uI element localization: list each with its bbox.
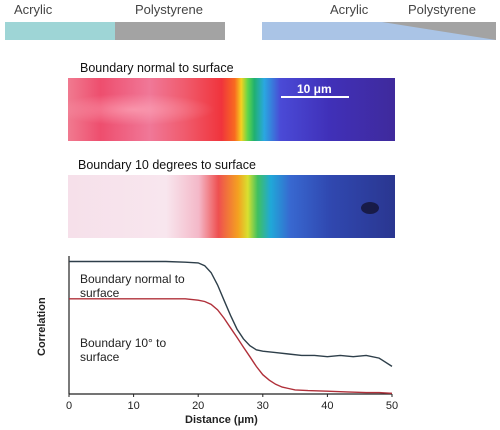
acrylic-right-label: Acrylic — [330, 2, 369, 17]
annotation-10deg: Boundary 10° to surface — [80, 336, 167, 364]
annotation-normal: Boundary normal to surface — [80, 272, 185, 300]
spectral-image-normal — [68, 78, 395, 141]
scale-bar-label: 10 μm — [297, 82, 332, 96]
gradient-boundary-bar — [262, 22, 496, 40]
top-image-label: Boundary normal to surface — [80, 61, 234, 75]
x-tick-label: 20 — [192, 400, 204, 412]
dark-spot — [361, 202, 379, 214]
polystyrene-bar-left — [115, 22, 225, 40]
spectral-image-10deg — [68, 175, 395, 238]
series-line-1 — [69, 298, 393, 394]
x-tick-label: 0 — [66, 400, 72, 412]
acrylic-bar-left — [5, 22, 115, 40]
x-tick-label: 30 — [257, 400, 269, 412]
bottom-image-label: Boundary 10 degrees to surface — [78, 158, 256, 172]
series-line-0 — [69, 260, 393, 367]
x-tick-label: 40 — [321, 400, 333, 412]
polystyrene-left-label: Polystyrene — [135, 2, 203, 17]
x-tick-label: 50 — [386, 400, 398, 412]
polystyrene-wedge — [382, 22, 496, 40]
x-axis-label: Distance (μm) — [185, 414, 258, 426]
polystyrene-right-label: Polystyrene — [408, 2, 476, 17]
x-tick-label: 10 — [127, 400, 139, 412]
acrylic-left-label: Acrylic — [14, 2, 53, 17]
